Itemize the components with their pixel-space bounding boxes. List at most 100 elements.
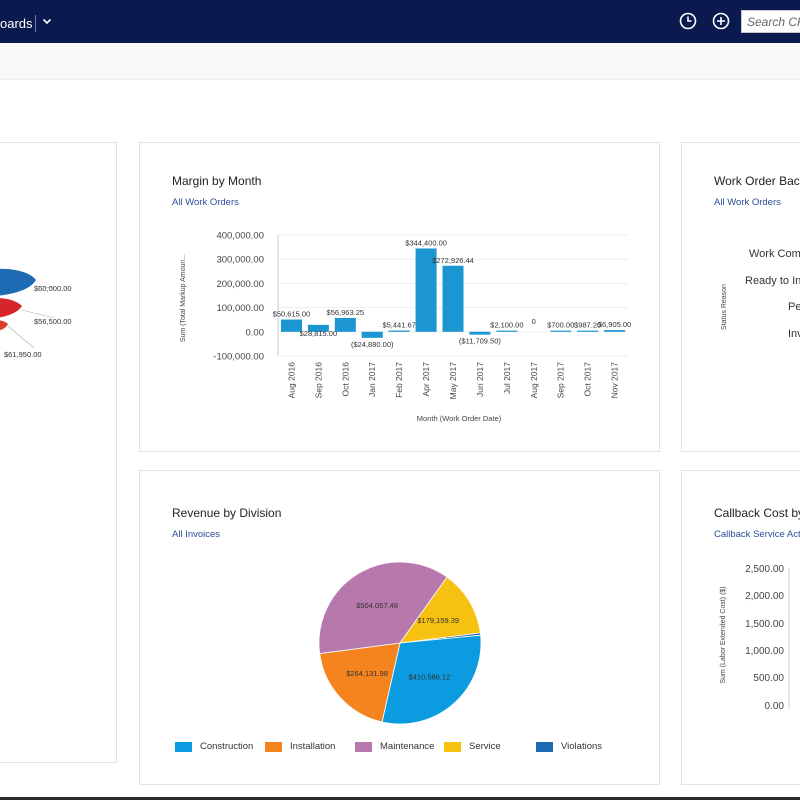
- x-tick-label: Aug 2017: [529, 362, 539, 399]
- category-label: Work Com: [749, 248, 800, 260]
- category-label: Pe: [788, 301, 800, 313]
- card-title: Margin by Month: [172, 174, 262, 188]
- funnel-leader-line: [7, 325, 35, 349]
- margin-bar-chart: Sum (Total Markup Amoun... 400,000.00 30…: [180, 231, 631, 424]
- y-axis-title: Status Reason: [721, 284, 728, 330]
- x-tick-label: Sep 2016: [313, 362, 323, 399]
- x-axis-title: Month (Work Order Date): [417, 414, 502, 423]
- pie-slice[interactable]: [318, 561, 448, 655]
- bar-data-label: $272,926.44: [432, 256, 474, 265]
- bar-data-label: $987.20: [574, 321, 601, 330]
- nav-divider: [35, 15, 36, 32]
- funnel-segment[interactable]: [0, 268, 36, 296]
- x-tick-label: Oct 2016: [340, 362, 350, 397]
- x-tick-label: Feb 2017: [394, 362, 404, 398]
- y-tick-label: 0.00: [765, 701, 785, 712]
- funnel-leader-line: [21, 309, 55, 319]
- chart-bar[interactable]: [604, 330, 626, 332]
- y-tick-label: 2,000.00: [745, 591, 784, 602]
- sales-pipeline-card: $60,000.00 $56,500.00 $61,950.00: [0, 142, 117, 763]
- y-tick-label: 1,000.00: [745, 646, 784, 657]
- funnel-leader-line: [35, 285, 55, 289]
- legend-swatch: [175, 742, 192, 752]
- pie-data-label: $179,159.39: [417, 616, 459, 625]
- pie-data-label: $504,057.48: [356, 601, 398, 610]
- bottom-border: [0, 797, 800, 800]
- search-box[interactable]: [741, 10, 800, 33]
- legend-swatch: [355, 742, 372, 752]
- card-title: Work Order Back: [714, 174, 800, 188]
- dashboards-nav-title[interactable]: oards: [0, 16, 33, 31]
- chart-bar[interactable]: [442, 265, 464, 332]
- bar-data-label: 0: [532, 317, 536, 326]
- bar-data-label: $344,400.00: [405, 238, 447, 247]
- x-tick-label: Aug 2016: [286, 362, 296, 399]
- y-axis-title: Sum (Total Markup Amoun...: [180, 254, 187, 342]
- category-label: Inv: [788, 328, 800, 340]
- x-tick-label: May 2017: [448, 362, 458, 400]
- chart-bar[interactable]: [496, 330, 518, 332]
- command-bar: [0, 43, 800, 80]
- view-selector[interactable]: All Work Orders: [172, 197, 239, 208]
- view-selector[interactable]: All Invoices: [172, 529, 221, 540]
- pie-slice[interactable]: [399, 576, 481, 644]
- legend-swatch: [444, 742, 461, 752]
- new-record-plus-icon[interactable]: [711, 11, 731, 31]
- callback-bar-chart: Sum (Labor Extended Cost) ($) 2,500.00 2…: [720, 564, 790, 712]
- legend-label: Service: [469, 741, 501, 752]
- category-label: Ready to In: [745, 275, 800, 287]
- x-tick-label: Nov 2017: [610, 362, 620, 399]
- revenue-pie-chart: $6,334.72$410,586.12$264,131.98$504,057.…: [318, 561, 482, 725]
- x-tick-label: Jun 2017: [475, 362, 485, 397]
- pie-data-label: $410,586.12: [409, 672, 451, 681]
- y-axis-title: Sum (Labor Extended Cost) ($): [720, 586, 727, 683]
- chart-bar[interactable]: [361, 331, 383, 338]
- chart-bar[interactable]: [415, 248, 437, 332]
- y-tick-label: 200,000.00: [216, 279, 264, 290]
- margin-by-month-card: Margin by Month All Work Orders Sum (Tot…: [139, 142, 660, 452]
- pie-slice[interactable]: [381, 634, 482, 725]
- x-tick-label: Jul 2017: [502, 362, 512, 394]
- backlog-bar-chart: Status Reason Work Com Ready to In Pe In…: [721, 248, 800, 340]
- legend-label: Construction: [200, 741, 254, 752]
- bar-data-label: ($24,880.00): [351, 340, 394, 349]
- bar-data-label: $28,815.00: [300, 329, 338, 338]
- legend-swatch: [536, 742, 553, 752]
- pie-slice[interactable]: [319, 642, 401, 723]
- funnel-value-label: $61,950.00: [4, 350, 42, 359]
- y-tick-label: 400,000.00: [216, 231, 264, 242]
- y-tick-label: 100,000.00: [216, 303, 264, 314]
- chart-bar[interactable]: [388, 330, 410, 332]
- y-tick-label: 500.00: [753, 673, 784, 684]
- search-input[interactable]: [742, 11, 800, 32]
- funnel-chart: $60,000.00 $56,500.00 $61,950.00: [0, 268, 72, 359]
- funnel-segment[interactable]: [0, 320, 8, 331]
- bar-data-label: $6,905.00: [598, 320, 631, 329]
- view-selector[interactable]: Callback Service Acti: [714, 529, 800, 540]
- top-navigation-bar: oards: [0, 0, 800, 43]
- bar-data-label: $56,963.25: [327, 308, 365, 317]
- bar-data-label: $5,441.67: [382, 320, 415, 329]
- y-tick-label: 1,500.00: [745, 619, 784, 630]
- bar-data-label: $2,100.00: [490, 321, 523, 330]
- chart-bar[interactable]: [307, 324, 329, 332]
- funnel-segment[interactable]: [0, 298, 22, 318]
- y-tick-label: 300,000.00: [216, 255, 264, 266]
- chevron-down-icon[interactable]: [40, 14, 54, 28]
- legend-label: Maintenance: [380, 741, 435, 752]
- chart-bar[interactable]: [577, 330, 599, 332]
- chart-bar[interactable]: [550, 330, 572, 332]
- chart-bar[interactable]: [469, 331, 491, 335]
- chart-bar[interactable]: [280, 319, 302, 332]
- bar-data-label: $50,615.00: [273, 310, 311, 319]
- callback-cost-card: Callback Cost by Callback Service Acti S…: [681, 470, 800, 785]
- view-selector[interactable]: All Work Orders: [714, 197, 781, 208]
- chart-bar[interactable]: [334, 318, 356, 332]
- y-tick-label: -100,000.00: [213, 352, 264, 363]
- card-title: Revenue by Division: [172, 506, 282, 520]
- pie-data-label: $264,131.98: [346, 669, 388, 678]
- history-clock-icon[interactable]: [678, 11, 698, 31]
- x-tick-label: Sep 2017: [556, 362, 566, 399]
- legend-label: Installation: [290, 741, 336, 752]
- y-tick-label: 0.00: [246, 327, 265, 338]
